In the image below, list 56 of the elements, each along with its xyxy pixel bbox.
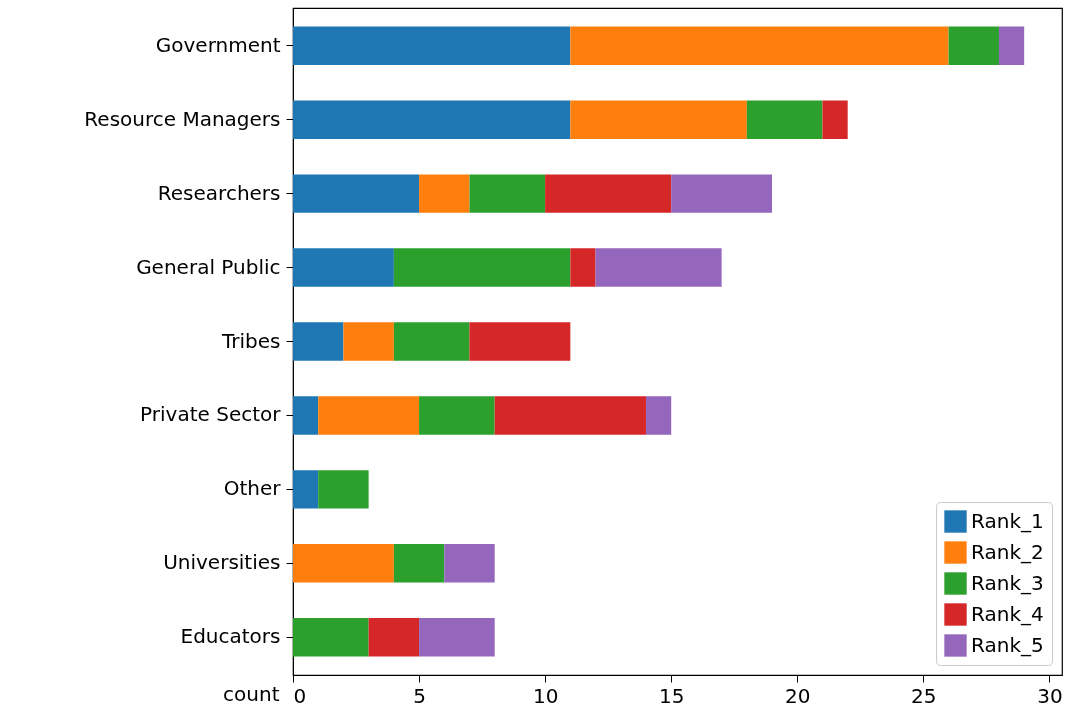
bar [570, 100, 747, 139]
bar [494, 396, 646, 435]
bar [293, 396, 319, 435]
bar [570, 248, 596, 287]
x-tick-label: 20 [785, 683, 811, 708]
bar [595, 248, 722, 287]
bar [948, 26, 999, 65]
y-tick-label: Researchers [157, 180, 281, 205]
bar [645, 396, 672, 435]
bar [293, 174, 420, 213]
y-tick-label: Private Sector [140, 402, 282, 427]
x-tick-label: 0 [293, 683, 307, 708]
bar [469, 322, 571, 361]
y-tick-label: Resource Managers [84, 106, 281, 131]
bar [293, 544, 394, 583]
bar [419, 618, 495, 657]
bar [293, 248, 394, 287]
bar [393, 248, 571, 287]
y-tick-label: Tribes [221, 328, 281, 353]
bar [444, 544, 495, 583]
legend-label: Rank_5 [971, 632, 1044, 657]
legend-label: Rank_4 [971, 601, 1044, 626]
bar [822, 100, 848, 139]
y-tick-label: General Public [136, 254, 281, 279]
y-tick-label: Educators [180, 624, 281, 649]
bar [368, 618, 420, 657]
bar [293, 100, 571, 139]
bar [343, 322, 394, 361]
bar [545, 174, 672, 213]
bar [318, 470, 369, 509]
bar [419, 174, 470, 213]
x-axis-title: count [223, 681, 280, 706]
bar [570, 26, 949, 65]
bar [293, 618, 369, 657]
x-tick-label: 30 [1037, 683, 1063, 708]
bar [469, 174, 546, 213]
x-tick-label: 10 [532, 683, 559, 708]
legend-label: Rank_2 [971, 539, 1044, 564]
bar [671, 174, 773, 213]
y-tick-label: Other [223, 476, 282, 501]
bar [293, 470, 319, 509]
y-tick-label: Government [155, 32, 281, 57]
bar [419, 396, 495, 435]
bar [746, 100, 823, 139]
bar [393, 322, 470, 361]
y-tick-label: Universities [163, 550, 281, 575]
x-tick-label: 25 [911, 683, 937, 708]
x-tick-label: 15 [658, 683, 685, 708]
bar [318, 396, 420, 435]
bar [293, 26, 571, 65]
legend-label: Rank_3 [971, 570, 1044, 595]
legend-label: Rank_1 [971, 508, 1044, 533]
bar [293, 322, 344, 361]
bar [393, 544, 445, 583]
bar [998, 26, 1025, 65]
x-tick-label: 5 [413, 683, 426, 708]
